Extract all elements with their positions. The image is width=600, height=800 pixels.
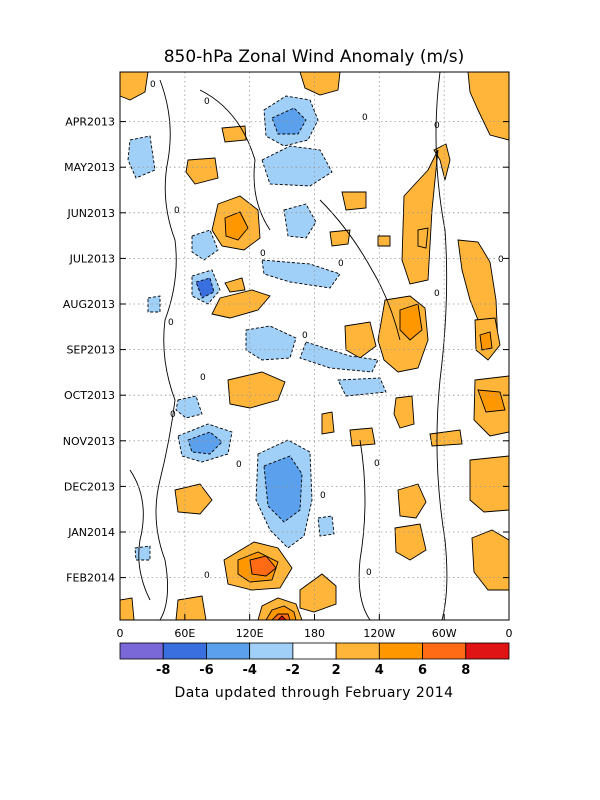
x-tick-label: 60W (432, 627, 457, 640)
svg-text:0: 0 (236, 460, 242, 470)
y-tick-label: AUG2013 (63, 298, 115, 311)
y-tick-label: JUL2013 (69, 252, 115, 265)
svg-text:0: 0 (168, 318, 174, 328)
colorbar-swatch (335, 642, 380, 660)
colorbar-label: 4 (375, 663, 384, 678)
svg-text:0: 0 (150, 80, 156, 90)
svg-text:0: 0 (174, 206, 180, 216)
y-tick-label: JUN2013 (66, 207, 115, 220)
y-tick-label: APR2013 (65, 116, 115, 129)
colorbar-label: -2 (286, 663, 300, 678)
colorbar-swatch (119, 642, 164, 660)
svg-text:0: 0 (204, 97, 210, 107)
colorbar-swatch (422, 642, 467, 660)
contour-labels: 0 0 0 0 0 0 0 0 0 0 0 0 0 0 0 0 0 0 (150, 80, 504, 581)
svg-text:0: 0 (374, 459, 380, 469)
x-tick-label: 60E (174, 627, 195, 640)
svg-text:0: 0 (200, 373, 206, 383)
colorbar-label: 6 (418, 663, 427, 678)
colorbar-swatch (162, 642, 207, 660)
caption: Data updated through February 2014 (174, 685, 453, 701)
colorbar-label: -8 (156, 663, 170, 678)
y-axis: APR2013 MAY2013 JUN2013 JUL2013 AUG2013 SEP20… (63, 116, 509, 585)
y-tick-label: OCT2013 (64, 389, 115, 402)
chart-title: 850-hPa Zonal Wind Anomaly (m/s) (164, 47, 465, 67)
x-tick-label: 120E (236, 627, 264, 640)
svg-text:0: 0 (362, 113, 368, 123)
svg-text:0: 0 (498, 255, 504, 265)
svg-text:0: 0 (434, 289, 440, 299)
svg-text:0: 0 (170, 410, 176, 420)
svg-text:0: 0 (320, 491, 326, 501)
y-tick-label: FEB2014 (66, 572, 115, 585)
svg-text:0: 0 (434, 121, 440, 131)
svg-text:0: 0 (260, 249, 266, 259)
colorbar-label: 8 (461, 663, 470, 678)
grid-lines (120, 72, 509, 620)
colorbar-label: 2 (332, 663, 341, 678)
x-axis: 0 60E 120E 180 120W 60W 0 (117, 614, 513, 640)
svg-text:0: 0 (204, 571, 210, 581)
colorbar-swatch (249, 642, 294, 660)
svg-text:0: 0 (338, 259, 344, 269)
colorbar-label: -6 (199, 663, 213, 678)
plot-area: 0 0 0 0 0 0 0 0 0 0 0 0 0 0 0 0 0 0 (119, 71, 510, 621)
x-tick-label: 0 (117, 627, 124, 640)
colorbar-swatch (378, 642, 423, 660)
svg-text:0: 0 (302, 331, 308, 341)
colorbar-swatch (206, 642, 251, 660)
colorbar-label: -4 (242, 663, 256, 678)
y-tick-label: NOV2013 (63, 435, 115, 448)
y-tick-label: MAY2013 (64, 161, 115, 174)
x-tick-label: 120W (363, 627, 395, 640)
x-tick-label: 0 (506, 627, 513, 640)
y-tick-label: SEP2013 (66, 344, 115, 357)
colorbar-swatch (292, 642, 337, 660)
y-tick-label: DEC2013 (64, 480, 115, 493)
y-tick-label: JAN2014 (67, 526, 115, 539)
colorbar: -8 -6 -4 -2 2 4 6 8 (119, 642, 510, 678)
colorbar-swatch (465, 642, 510, 660)
svg-text:0: 0 (366, 568, 372, 578)
x-tick-label: 180 (304, 627, 325, 640)
